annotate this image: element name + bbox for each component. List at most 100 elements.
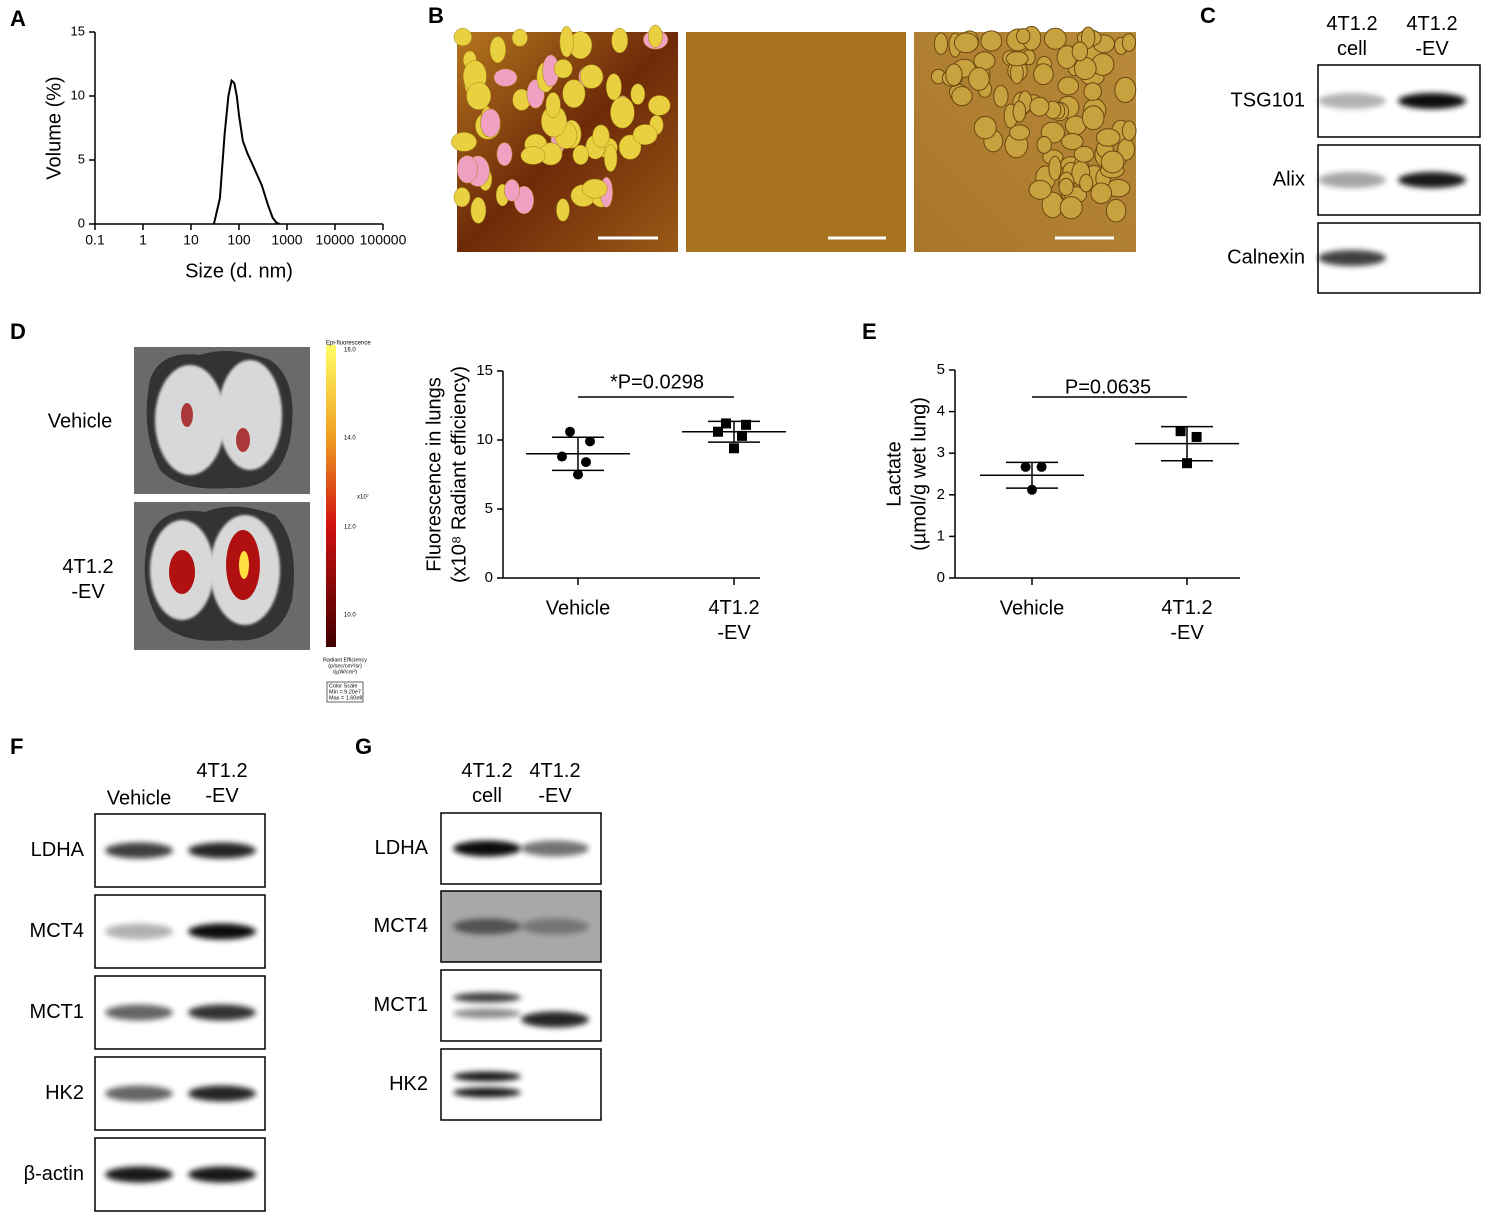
afm-particle	[511, 28, 528, 47]
afm-particle	[559, 26, 574, 58]
afm-particle	[489, 36, 506, 64]
panel-label: E	[862, 319, 877, 344]
blot-band	[521, 1011, 589, 1028]
row-label: Alix	[1273, 168, 1305, 190]
blot-band	[1318, 250, 1386, 266]
column-label: 4T1.2 -EV	[196, 760, 247, 807]
colorbar-tick: 16.0	[344, 348, 356, 354]
afm-particle	[632, 124, 658, 146]
scale-box	[326, 681, 364, 703]
afm-particle	[1059, 196, 1083, 220]
signal	[169, 550, 195, 594]
afm-particle	[451, 132, 477, 152]
lung	[218, 360, 282, 470]
afm-particle	[945, 63, 963, 87]
afm-particle	[493, 68, 518, 87]
blot-band	[453, 992, 521, 1003]
afm-particle	[611, 27, 629, 54]
colorbar-tick: 14.0	[344, 436, 356, 442]
colorbar-title: Epi-fluorescence	[326, 341, 371, 347]
blot-band	[105, 1085, 173, 1102]
lung-images	[134, 345, 364, 703]
afm-particle	[630, 83, 646, 105]
afm-particle	[480, 108, 501, 138]
blot-band	[521, 840, 589, 857]
blot-band	[453, 918, 521, 935]
afm-particle	[553, 59, 573, 79]
y-axis-label: Lactate	[883, 441, 905, 507]
blot-band	[105, 923, 173, 940]
afm-particle	[496, 142, 513, 167]
panel-label: B	[428, 3, 444, 28]
y-tick-label: 0	[78, 215, 85, 230]
afm-particle	[648, 24, 663, 48]
blot-band	[453, 1008, 521, 1019]
colorbar-exponent: x10⁷	[357, 494, 369, 501]
afm-particle	[1058, 177, 1074, 197]
colorbar-unit: (p/sec/cm²/sr)	[328, 663, 362, 669]
afm-particle	[1080, 26, 1096, 49]
panel-label: A	[10, 6, 26, 31]
afm-particle	[1095, 128, 1121, 147]
afm-particle	[1029, 96, 1050, 117]
afm-particle	[951, 86, 973, 107]
blot-panel	[440, 1048, 602, 1121]
y-tick-label: 0	[937, 569, 945, 586]
afm-particle	[1009, 124, 1031, 141]
afm-particle	[1114, 76, 1137, 103]
data-point	[1020, 461, 1031, 472]
data-point	[581, 457, 591, 468]
afm-particle	[580, 64, 603, 89]
row-label: HK2	[389, 1073, 428, 1095]
signal	[236, 428, 250, 452]
afm-particle	[605, 73, 622, 101]
y-tick-label: 10	[476, 431, 493, 448]
row-label: HK2	[45, 1082, 84, 1104]
data-point	[1191, 431, 1202, 442]
y-tick-label: 5	[485, 500, 493, 517]
blot-band	[1318, 93, 1386, 109]
row-label: β-actin	[24, 1163, 84, 1185]
p-value: *P=0.0298	[610, 371, 704, 393]
afm-particle	[604, 144, 618, 172]
blot-band	[1398, 172, 1466, 188]
column-label: 4T1.2 -EV	[529, 760, 580, 807]
afm-particle	[470, 197, 487, 224]
afm-particle	[1048, 155, 1062, 181]
colorbar	[326, 345, 336, 647]
blot-band	[453, 840, 521, 857]
panel-label: F	[10, 734, 23, 759]
color-scale: Max = 1.60e8	[329, 695, 362, 701]
row-label: LDHA	[31, 839, 85, 861]
afm-particle	[466, 82, 492, 110]
blot-band	[105, 1166, 173, 1183]
data-point	[741, 419, 751, 430]
blot-band	[188, 842, 256, 859]
size-curve	[212, 78, 280, 225]
row-label: MCT4	[374, 915, 428, 937]
blot-band	[1398, 93, 1466, 109]
blot-band	[188, 923, 256, 940]
y-axis-label: (x10⁸ Radiant efficiency)	[448, 366, 470, 583]
x-tick-label: Vehicle	[1000, 597, 1065, 619]
afm-particle	[1028, 179, 1052, 200]
afm-particle	[1057, 76, 1080, 96]
afm-particle	[1073, 145, 1095, 163]
afm-particle	[933, 32, 949, 56]
x-tick-label: 4T1.2 -EV	[708, 597, 759, 644]
afm-particle	[1105, 198, 1127, 223]
column-label: 4T1.2 cell	[1326, 13, 1377, 60]
afm-particle	[968, 66, 990, 91]
data-point	[737, 430, 747, 441]
column-label: Vehicle	[107, 787, 172, 809]
afm-particle	[610, 96, 635, 129]
color-scale: Min = 9.20e7	[329, 689, 361, 695]
afm-particle	[453, 28, 473, 47]
data-point	[585, 436, 595, 447]
row-label: MCT4	[30, 920, 84, 942]
colorbar-tick: 10.0	[344, 613, 356, 619]
y-axis-label: (µmol/g wet lung)	[908, 397, 930, 551]
y-tick-label: 5	[937, 361, 945, 378]
row-label: LDHA	[375, 837, 429, 859]
